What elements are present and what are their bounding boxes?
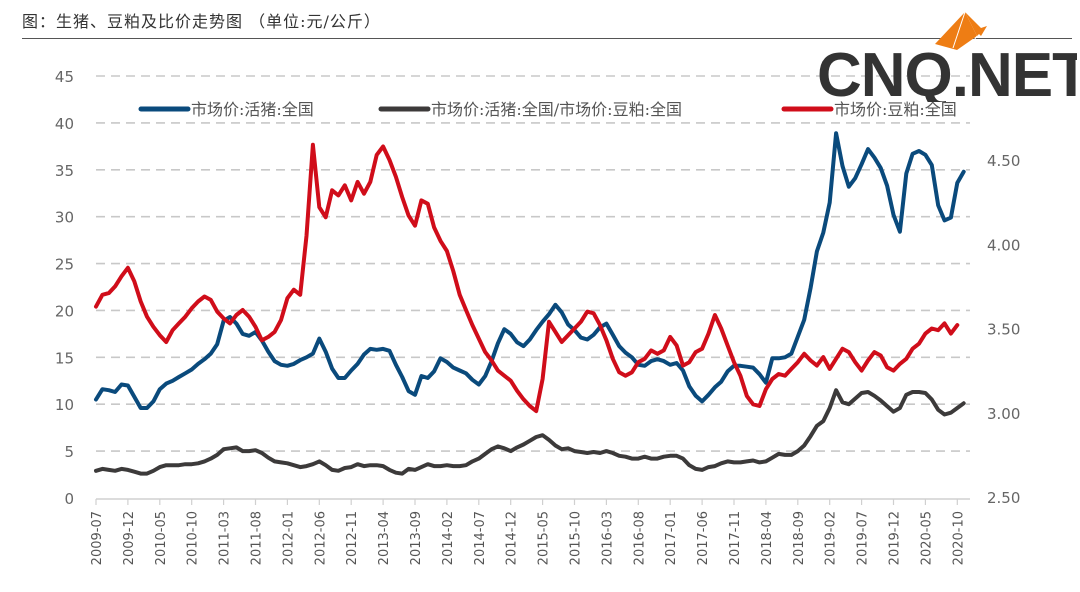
title-divider xyxy=(22,38,1072,39)
legend: 市场价:活猪:全国 市场价:活猪:全国/市场价:豆粕:全国 市场价:豆粕:全国 xyxy=(138,100,957,119)
x-axis: 2009-07 2009-12 2010-05 2010-10 2011-03 2011-… xyxy=(90,498,970,565)
x-tick-label: 2018-09 xyxy=(792,511,807,565)
legend-label-0: 市场价:活猪:全国 xyxy=(191,100,314,119)
legend-label-2: 市场价:豆粕:全国 xyxy=(834,100,957,119)
x-tick-label: 2020-05 xyxy=(919,511,934,565)
x-tick-label: 2015-05 xyxy=(537,511,552,565)
x-tick-label: 2017-01 xyxy=(664,511,679,565)
x-tick-label: 2019-12 xyxy=(888,511,903,565)
cnq-logo: CNQ.NET xyxy=(817,11,1077,102)
x-tick-label: 2016-08 xyxy=(632,511,647,565)
left-tick-label: 10 xyxy=(55,396,74,414)
x-tick-label: 2013-04 xyxy=(377,511,392,565)
x-tick-label: 2016-03 xyxy=(600,511,615,565)
x-tick-label: 2010-05 xyxy=(154,511,169,565)
origami-bird-icon xyxy=(935,11,987,51)
chart-title: 图：生猪、豆粕及比价走势图 （单位:元/公斤） xyxy=(22,12,381,31)
left-tick-label: 25 xyxy=(55,256,74,274)
right-y-axis: 2.50 3.00 3.50 4.00 4.50 xyxy=(987,152,1020,507)
left-tick-label: 0 xyxy=(64,490,74,508)
x-tick-label: 2014-02 xyxy=(441,511,456,565)
right-tick-label: 4.50 xyxy=(987,152,1020,170)
x-tick-label: 2017-06 xyxy=(696,511,711,565)
series-line-1 xyxy=(94,388,966,476)
left-y-axis: 0 5 10 15 20 25 30 35 40 45 xyxy=(55,68,74,508)
series-lines xyxy=(94,131,966,476)
x-tick-label: 2018-04 xyxy=(760,511,775,565)
x-tick-label: 2012-06 xyxy=(313,511,328,565)
x-tick-label: 2014-12 xyxy=(505,511,520,565)
left-tick-label: 40 xyxy=(55,115,74,133)
x-tick-label: 2010-10 xyxy=(186,511,201,565)
x-tick-label: 2017-11 xyxy=(728,511,743,565)
x-tick-label: 2019-02 xyxy=(824,511,839,565)
legend-label-1: 市场价:活猪:全国/市场价:豆粕:全国 xyxy=(431,100,682,119)
x-tick-label: 2011-08 xyxy=(250,511,265,565)
series-line-0 xyxy=(94,131,966,410)
x-tick-label: 2011-03 xyxy=(218,511,233,565)
x-tick-label: 2019-07 xyxy=(856,511,871,565)
x-tick-label: 2012-01 xyxy=(281,511,296,565)
x-tick-label: 2020-10 xyxy=(951,511,966,565)
right-tick-label: 3.50 xyxy=(987,321,1020,339)
gridlines xyxy=(96,75,970,452)
right-tick-label: 4.00 xyxy=(987,236,1020,254)
logo-text: CNQ.NET xyxy=(817,41,1077,102)
left-tick-label: 20 xyxy=(55,302,74,320)
x-tick-label: 2012-11 xyxy=(345,511,360,565)
right-tick-label: 3.00 xyxy=(987,405,1020,423)
left-tick-label: 30 xyxy=(55,209,74,227)
left-tick-label: 45 xyxy=(55,68,74,86)
x-tick-label: 2009-07 xyxy=(90,511,105,565)
x-tick-label: 2015-10 xyxy=(569,511,584,565)
left-tick-label: 5 xyxy=(64,443,74,461)
x-tick-label: 2013-09 xyxy=(409,511,424,565)
x-tick-label: 2009-12 xyxy=(122,511,137,565)
left-tick-label: 35 xyxy=(55,162,74,180)
x-tick-label: 2014-07 xyxy=(473,511,488,565)
series-line-2 xyxy=(94,142,960,414)
right-tick-label: 2.50 xyxy=(987,489,1020,507)
left-tick-label: 15 xyxy=(55,349,74,367)
